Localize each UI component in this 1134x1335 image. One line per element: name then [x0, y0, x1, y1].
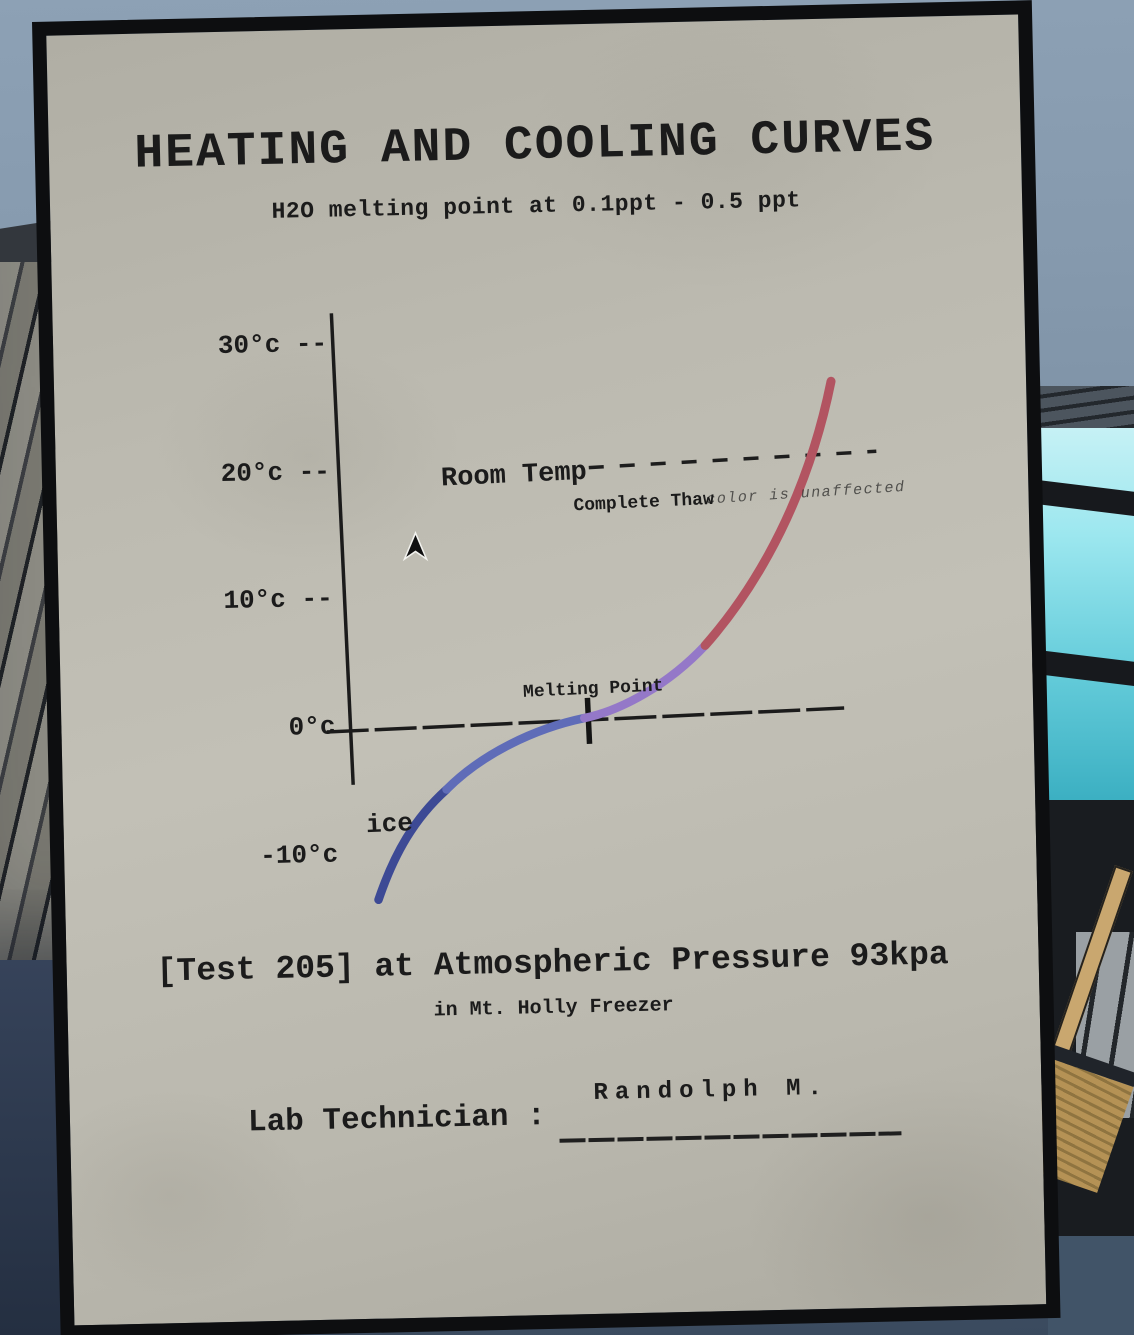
- curve-segment-warm: [700, 376, 836, 650]
- curve-segment-cold: [442, 713, 589, 794]
- heating-curve-chart: Room Temp Complete Thaw color is unaffec…: [326, 313, 906, 905]
- document-title: HEATING AND COOLING CURVES: [133, 110, 936, 182]
- y-axis-line: [329, 313, 355, 785]
- signature-underline: [559, 1131, 902, 1143]
- test-caption: [Test 205] at Atmospheric Pressure 93kpa: [156, 936, 950, 991]
- ice-label: ice: [365, 808, 413, 840]
- lab-document[interactable]: HEATING AND COOLING CURVES H2O melting p…: [32, 0, 1061, 1335]
- cursor-pointer-icon: [402, 531, 429, 562]
- machine-band: [1030, 479, 1134, 517]
- curve-segment-thaw: [580, 641, 710, 723]
- floor: [1048, 1236, 1134, 1335]
- location-caption: in Mt. Holly Freezer: [433, 994, 674, 1023]
- glowing-ice-machine: [1030, 428, 1134, 812]
- document-subtitle: H2O melting point at 0.1ppt - 0.5 ppt: [271, 187, 801, 225]
- technician-label: Lab Technician :: [247, 1099, 547, 1141]
- curve-segment-ice: [374, 785, 451, 905]
- room-temp-label: Room Temp: [440, 458, 587, 495]
- room-temp-dashed-line: [588, 449, 877, 470]
- complete-thaw-label: Complete Thaw: [573, 490, 714, 516]
- technician-signature: Randolph M.: [593, 1074, 830, 1108]
